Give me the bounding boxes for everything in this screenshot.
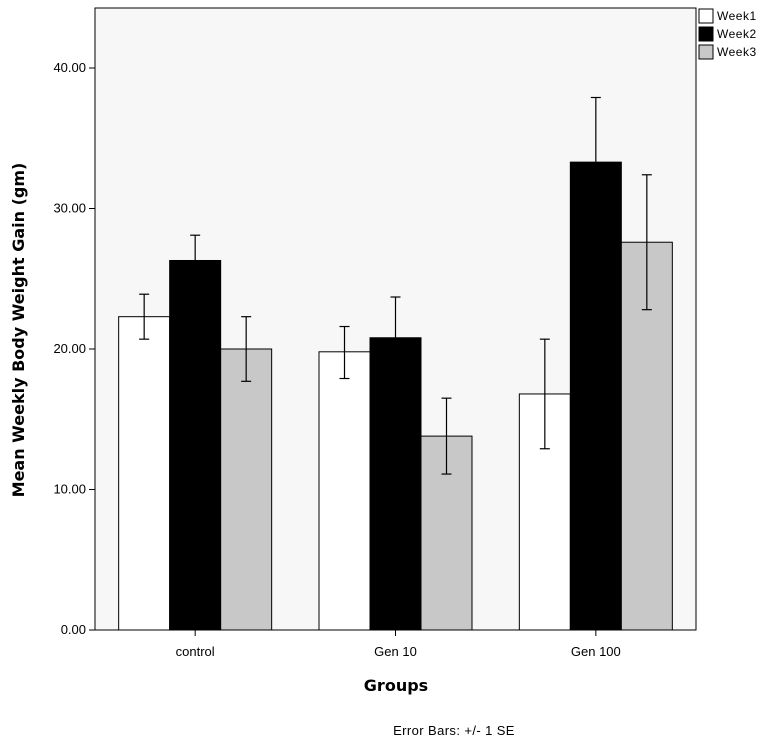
legend: Week1 Week2 Week3	[697, 5, 771, 67]
bar	[220, 348, 273, 631]
y-tick-label: 40.00	[53, 60, 86, 75]
x-axis-title: Groups	[364, 676, 428, 695]
error-bars-group	[139, 96, 652, 475]
bar	[169, 259, 222, 631]
bar	[369, 337, 422, 631]
x-tick-label: Gen 10	[374, 644, 417, 659]
y-tick-label: 20.00	[53, 341, 86, 356]
legend-label: Week3	[717, 45, 757, 59]
legend-label: Week1	[717, 9, 757, 23]
y-tick-label: 10.00	[53, 482, 86, 497]
legend-swatch	[698, 8, 714, 24]
x-tick-label: control	[176, 644, 215, 659]
y-tick-label: 30.00	[53, 201, 86, 216]
x-axis: control Gen 10 Gen 100	[176, 630, 621, 659]
bars-group	[118, 161, 673, 631]
y-axis-title: Mean Weekly Body Weight Gain (gm)	[9, 163, 28, 498]
y-axis: 0.00 10.00 20.00 30.00 40.00	[53, 60, 95, 637]
legend-swatch	[698, 44, 714, 60]
bar	[569, 161, 622, 631]
legend-label: Week2	[717, 27, 757, 41]
y-tick-label: 0.00	[61, 622, 86, 637]
legend-swatch	[698, 26, 714, 42]
bar	[118, 316, 171, 631]
error-bars-footnote: Error Bars: +/- 1 SE	[393, 723, 515, 738]
x-tick-label: Gen 100	[571, 644, 621, 659]
bar	[318, 351, 371, 631]
